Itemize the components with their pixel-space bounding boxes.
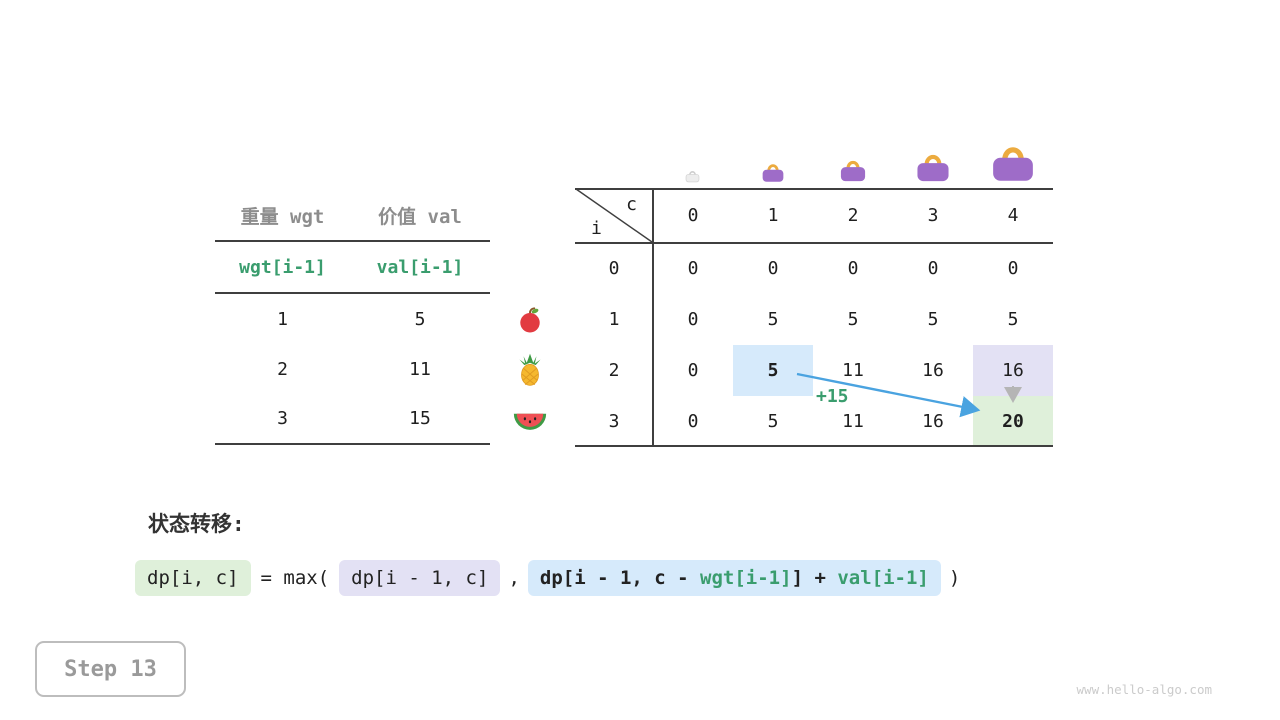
formula-term2-mid: ] + xyxy=(791,567,838,589)
dp-table: c i 0 1 2 3 4 0 0 0 0 0 0 1 0 5 5 5 5 2 … xyxy=(575,188,1053,447)
dp-cell: 0 xyxy=(687,258,699,279)
transfer-add-label: +15 xyxy=(816,386,849,407)
item-table-header-value: 价值 val xyxy=(378,205,462,228)
divider xyxy=(215,240,490,242)
dp-row-header: 1 xyxy=(608,309,620,330)
dp-cell: 5 xyxy=(1007,309,1019,330)
apple-icon xyxy=(516,306,544,334)
item-table-header-row: 重量 wgt 价值 val xyxy=(215,190,490,240)
dp-row-header: 2 xyxy=(608,360,620,381)
item-table-variable-row: wgt[i-1] val[i-1] xyxy=(215,242,490,292)
dp-cell: 16 xyxy=(922,360,944,381)
formula-term2-wgt: wgt[i-1] xyxy=(700,567,792,589)
formula-operator: = max( xyxy=(260,567,330,589)
dp-cell: 0 xyxy=(687,360,699,381)
formula-close-paren: ) xyxy=(948,567,961,589)
item-value: 11 xyxy=(409,358,431,380)
bag-icon-capacity-4 xyxy=(990,141,1036,187)
step-indicator: Step 13 xyxy=(35,641,186,697)
item-table-var-wgt: wgt[i-1] xyxy=(239,256,326,278)
formula-lhs: dp[i, c] xyxy=(135,560,251,596)
dp-cell: 5 xyxy=(767,411,779,432)
dp-cell: 11 xyxy=(842,411,864,432)
formula-term2: dp[i - 1, c - wgt[i-1]] + val[i-1] xyxy=(527,560,941,596)
dp-col-header: 2 xyxy=(847,205,859,226)
item-row-2: 2 11 xyxy=(215,344,490,394)
dp-cell: 5 xyxy=(927,309,939,330)
dp-col-header: 3 xyxy=(927,205,939,226)
bag-icon-capacity-1 xyxy=(761,161,785,187)
item-table-header-weight: 重量 wgt xyxy=(240,205,325,228)
item-table-var-val: val[i-1] xyxy=(376,256,464,278)
divider xyxy=(652,188,654,447)
dp-cell-target-green: 20 xyxy=(973,396,1053,447)
bag-icon-capacity-2 xyxy=(839,157,867,186)
item-value: 15 xyxy=(409,408,431,429)
item-table: 重量 wgt 价值 val wgt[i-1] val[i-1] 1 5 2 11… xyxy=(215,190,490,445)
dp-row-var-label: i xyxy=(591,218,602,239)
divider xyxy=(575,242,1053,244)
item-weight: 3 xyxy=(277,408,288,429)
item-row-1: 1 5 xyxy=(215,294,490,344)
watermark: www.hello-algo.com xyxy=(1076,682,1212,697)
dp-cell: 5 xyxy=(847,309,859,330)
dp-cell-source-purple: 16 xyxy=(973,345,1053,396)
item-weight: 2 xyxy=(277,358,288,380)
bag-icon-capacity-0 xyxy=(685,168,700,187)
dp-corner-cell: c i xyxy=(575,188,653,243)
dp-cell: 0 xyxy=(687,309,699,330)
dp-row-header: 0 xyxy=(608,258,620,279)
item-row-3: 3 15 xyxy=(215,394,490,443)
dp-col-header: 0 xyxy=(687,205,699,226)
pineapple-icon xyxy=(517,353,543,387)
formula-term2-prefix: dp[i - 1, c - xyxy=(539,567,701,589)
dp-col-header: 1 xyxy=(767,205,779,226)
bag-icon-capacity-3 xyxy=(915,150,951,187)
step-label: Step 13 xyxy=(64,656,157,682)
item-value: 5 xyxy=(414,308,426,330)
dp-cell: 16 xyxy=(922,411,944,432)
divider xyxy=(575,445,1053,447)
formula-term1: dp[i - 1, c] xyxy=(339,560,501,596)
dp-row-header: 3 xyxy=(608,411,620,432)
dp-cell-source-blue: 5 xyxy=(733,345,813,396)
state-transition-label: 状态转移: xyxy=(148,512,245,536)
watermelon-icon xyxy=(513,411,547,430)
dp-cell: 0 xyxy=(767,258,779,279)
dp-cell: 0 xyxy=(687,411,699,432)
item-weight: 1 xyxy=(277,308,288,330)
dp-cell: 0 xyxy=(927,258,939,279)
dp-cell: 0 xyxy=(1007,258,1019,279)
dp-col-var-label: c xyxy=(626,194,637,215)
formula-separator: , xyxy=(508,567,520,589)
corner-diagonal xyxy=(575,188,653,243)
divider xyxy=(575,188,1053,190)
dp-cell: 5 xyxy=(767,309,779,330)
dp-col-header: 4 xyxy=(1007,205,1019,226)
dp-cell: 0 xyxy=(847,258,859,279)
transition-formula: dp[i, c] = max( dp[i - 1, c] , dp[i - 1,… xyxy=(135,560,960,596)
divider xyxy=(215,443,490,445)
formula-term2-val: val[i-1] xyxy=(837,567,929,589)
divider xyxy=(215,292,490,294)
